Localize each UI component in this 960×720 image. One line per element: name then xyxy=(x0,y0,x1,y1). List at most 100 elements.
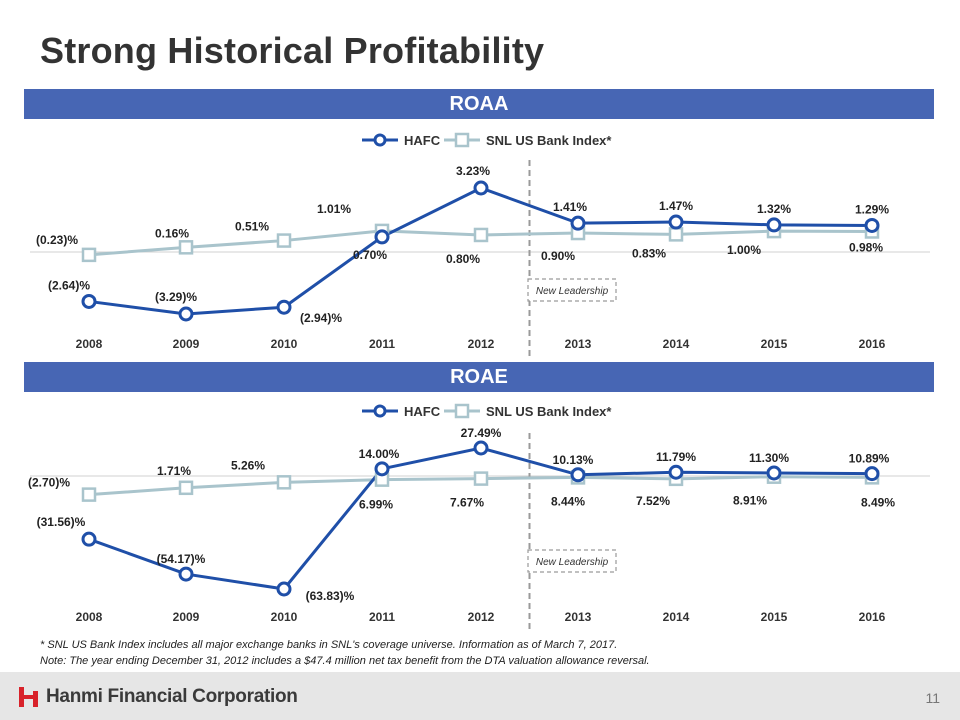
hafc-series-line xyxy=(88,446,873,591)
page-number: 11 xyxy=(925,690,940,706)
hafc-data-label: 1.47% xyxy=(659,199,693,213)
hafc-data-label: 27.49% xyxy=(461,426,502,440)
snl-point xyxy=(178,240,194,255)
snl-data-label: 8.91% xyxy=(733,494,767,508)
hafc-point xyxy=(766,465,782,481)
snl-data-label: 0.16% xyxy=(155,226,189,240)
legend-snl-label: SNL US Bank Index* xyxy=(486,404,612,419)
snl-data-label: 5.26% xyxy=(231,458,265,472)
snl-point xyxy=(81,487,97,502)
x-axis-tick-label: 2016 xyxy=(859,610,886,624)
snl-point xyxy=(178,480,194,496)
snl-point xyxy=(473,227,489,243)
x-axis-tick-label: 2014 xyxy=(663,610,690,624)
hafc-point xyxy=(178,306,194,322)
legend-hafc-marker xyxy=(373,133,387,147)
page-title: Strong Historical Profitability xyxy=(40,30,545,71)
hafc-data-label: (63.83)% xyxy=(306,589,355,603)
snl-data-label: (0.23)% xyxy=(36,233,78,247)
hanmi-logo-icon xyxy=(19,687,38,707)
hafc-point xyxy=(81,293,97,309)
x-axis-tick-label: 2013 xyxy=(565,337,592,351)
x-axis-tick-label: 2008 xyxy=(76,337,103,351)
hafc-point xyxy=(864,466,880,482)
x-axis-tick-label: 2009 xyxy=(173,610,200,624)
x-axis-tick-label: 2011 xyxy=(369,337,395,351)
hafc-point xyxy=(473,180,489,196)
snl-data-label: 8.44% xyxy=(551,494,585,508)
roaa-chart: New Leadership HAFC SNL US Bank Index* (2.6… xyxy=(0,120,960,360)
company-logo: Hanmi Financial Corporation xyxy=(18,684,298,710)
company-name: Hanmi Financial Corporation xyxy=(46,686,298,707)
x-axis-tick-label: 2014 xyxy=(663,337,690,351)
snl-point xyxy=(81,247,97,263)
roaa-chart-svg: New Leadership HAFC SNL US Bank Index* (2.6… xyxy=(30,132,930,360)
x-axis-tick-label: 2015 xyxy=(761,610,788,624)
legend-snl-label: SNL US Bank Index* xyxy=(486,133,612,148)
snl-data-label: 0.98% xyxy=(849,240,883,254)
new-leadership-label: New Leadership xyxy=(536,286,609,297)
hafc-point xyxy=(766,217,782,233)
snl-data-label: 1.01% xyxy=(317,202,351,216)
hafc-data-label: (2.94)% xyxy=(300,311,342,325)
footnote-dta: Note: The year ending December 31, 2012 … xyxy=(40,655,650,667)
roae-chart-svg: New Leadership HAFC SNL US Bank Index* (31.… xyxy=(28,403,930,633)
new-leadership-box xyxy=(527,278,617,302)
x-axis-tick-label: 2009 xyxy=(173,337,200,351)
hafc-data-label: 10.89% xyxy=(849,452,890,466)
hafc-point xyxy=(374,461,390,477)
new-leadership-label: New Leadership xyxy=(536,557,609,568)
snl-data-label: 1.00% xyxy=(727,243,761,257)
roaa-header: ROAA xyxy=(24,89,934,119)
hafc-point xyxy=(668,214,684,230)
hafc-data-label: 14.00% xyxy=(359,447,400,461)
new-leadership-box xyxy=(527,549,617,573)
x-axis-tick-label: 2013 xyxy=(565,610,592,624)
hafc-data-label: (54.17)% xyxy=(157,552,206,566)
legend-snl-marker xyxy=(454,403,470,419)
snl-point xyxy=(668,227,684,242)
x-axis-tick-label: 2011 xyxy=(369,610,395,624)
snl-data-label: 7.52% xyxy=(636,494,670,508)
snl-point xyxy=(276,475,292,490)
legend-hafc-label: HAFC xyxy=(404,404,441,419)
hafc-point xyxy=(473,440,489,456)
hafc-point xyxy=(864,217,880,233)
hafc-point xyxy=(178,566,194,582)
hafc-data-label: 11.79% xyxy=(656,450,696,464)
hafc-point xyxy=(570,467,586,483)
snl-data-label: 7.67% xyxy=(450,496,484,510)
hafc-point xyxy=(81,531,97,547)
hafc-point xyxy=(276,581,292,597)
roae-header: ROAE xyxy=(24,362,934,392)
x-axis-tick-label: 2010 xyxy=(271,337,298,351)
snl-data-label: 0.80% xyxy=(446,252,480,266)
hafc-data-label: 1.32% xyxy=(757,202,791,216)
legend-hafc-label: HAFC xyxy=(404,133,441,148)
hafc-data-label: 11.30% xyxy=(749,451,789,465)
hafc-data-label: (2.64)% xyxy=(48,278,90,292)
footer-bar xyxy=(0,672,960,720)
hafc-data-label: 1.41% xyxy=(553,200,587,214)
legend-snl-marker xyxy=(454,132,470,148)
roae-chart: New Leadership HAFC SNL US Bank Index* (31.… xyxy=(0,393,960,633)
legend-hafc-marker xyxy=(373,404,387,418)
x-axis-tick-label: 2008 xyxy=(76,610,103,624)
snl-data-label: 1.71% xyxy=(157,464,191,478)
hafc-data-label: 0.70% xyxy=(353,248,387,262)
snl-data-label: 6.99% xyxy=(359,498,393,512)
hafc-point xyxy=(570,215,586,231)
footnote-snl: * SNL US Bank Index includes all major e… xyxy=(40,639,618,651)
x-axis-tick-label: 2012 xyxy=(468,337,495,351)
hafc-data-label: 1.29% xyxy=(855,202,889,216)
snl-data-label: (2.70)% xyxy=(28,476,70,490)
snl-point xyxy=(473,471,489,486)
snl-data-label: 0.51% xyxy=(235,220,269,234)
snl-data-label: 0.90% xyxy=(541,249,575,263)
hafc-data-label: (31.56)% xyxy=(37,515,86,529)
hafc-point xyxy=(668,464,684,480)
snl-data-label: 0.83% xyxy=(632,246,666,260)
x-axis-tick-label: 2016 xyxy=(859,337,886,351)
hafc-data-label: 10.13% xyxy=(553,453,594,467)
snl-data-label: 8.49% xyxy=(861,495,895,509)
